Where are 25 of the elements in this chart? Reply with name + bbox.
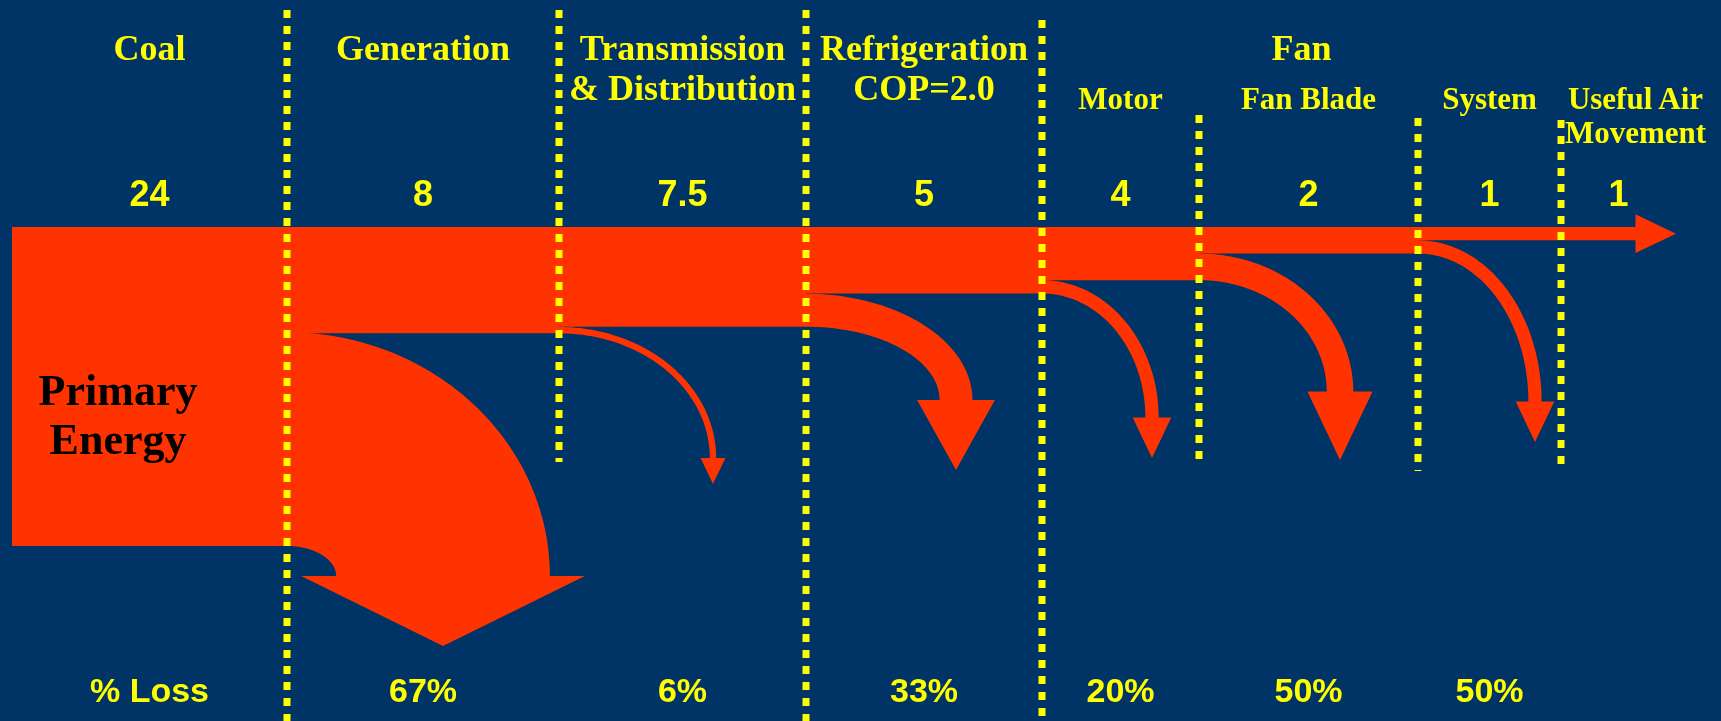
data-label: 24 [129,173,170,214]
data-label: 6% [657,671,708,709]
category-label: Fan Blade [1240,81,1377,116]
category-label: Useful Air Movement [1564,81,1707,150]
text: Primary Energy [38,366,198,464]
category-label: Refrigeration COP=2.0 [820,28,1028,108]
category-label: Motor [1078,81,1163,116]
data-label: 20% [1086,671,1155,709]
data-label: 33% [889,671,959,709]
data-label: 1 [1608,173,1629,214]
category-label: Transmission & Distribution [568,28,797,108]
category-label: System [1442,81,1538,116]
text: % Loss [89,671,210,709]
data-label: 7.5 [657,173,708,214]
text: Fan [1271,28,1332,68]
data-label: 50% [1455,671,1524,709]
data-label: 5 [913,173,935,214]
data-label: 4 [1110,173,1131,214]
data-label: 50% [1274,671,1343,709]
category-label: Coal [113,28,186,68]
data-label: 67% [388,671,458,709]
category-label: Generation [336,28,510,68]
data-label: 2 [1298,173,1319,214]
data-label: 1 [1479,173,1500,214]
data-label: 8 [412,173,434,214]
